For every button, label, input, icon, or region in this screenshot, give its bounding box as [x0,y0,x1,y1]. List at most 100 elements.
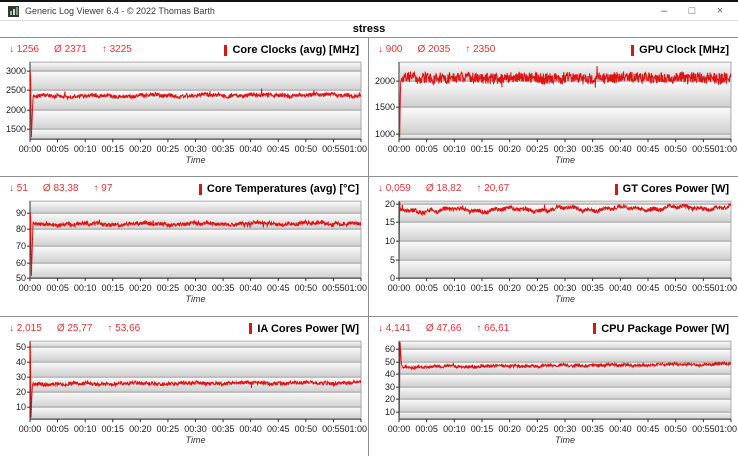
chart-panel-header: ↓ 2,015 Ø 25,77 ↑ 53,66 IA Cores Power [… [0,317,368,338]
chart-panel-cpu-package-power-w: ↓ 4,141 Ø 47,66 ↑ 66,61 CPU Package Powe… [369,316,738,456]
legend-mark-icon [249,323,253,335]
legend-mark-icon [224,44,228,56]
svg-text:00:30: 00:30 [184,144,207,154]
svg-text:2000: 2000 [375,76,395,86]
stat-avg: Ø 2371 [54,44,87,55]
svg-text:00:50: 00:50 [664,283,687,293]
chart-panel-header: ↓ 4,141 Ø 47,66 ↑ 66,61 CPU Package Powe… [369,317,738,338]
svg-text:00:45: 00:45 [637,144,660,154]
svg-text:00:35: 00:35 [581,283,604,293]
svg-text:00:10: 00:10 [443,283,466,293]
svg-text:00:35: 00:35 [212,144,235,154]
svg-text:Time: Time [555,155,575,165]
chart-panel-ia-cores-power-w: ↓ 2,015 Ø 25,77 ↑ 53,66 IA Cores Power [… [0,316,369,456]
svg-text:01:00: 01:00 [344,283,367,293]
svg-text:60: 60 [16,258,26,268]
minimize-button[interactable]: – [660,4,668,17]
svg-text:50: 50 [16,342,26,352]
chart-panel-gt-cores-power-w: ↓ 0,059 Ø 18,82 ↑ 20,67 GT Cores Power [… [369,177,738,317]
chart-panel-header: ↓ 1256 Ø 2371 ↑ 3225 Core Clocks (avg) [… [0,38,368,59]
app-icon [8,5,19,17]
svg-text:00:40: 00:40 [239,424,262,434]
close-button[interactable]: × [716,4,724,17]
svg-text:00:00: 00:00 [388,283,411,293]
stat-min: ↓ 2,015 [9,322,42,334]
svg-text:2000: 2000 [6,105,26,115]
svg-text:1500: 1500 [375,102,395,112]
chart-plot[interactable]: 1500 2000 2500 3000 00:00 00:05 00:10 00:15 00:2… [0,59,368,176]
svg-text:00:15: 00:15 [101,283,124,293]
svg-text:01:00: 01:00 [714,424,737,434]
chart-plot[interactable]: 1000 1500 2000 00:00 00:05 00:10 00:15 00:20 00:… [369,59,738,176]
chart-title: CPU Package Power [W] [593,323,729,335]
svg-text:00:55: 00:55 [322,144,345,154]
svg-text:00:30: 00:30 [554,424,577,434]
svg-text:00:20: 00:20 [129,283,152,293]
svg-text:00:20: 00:20 [498,424,521,434]
chart-stats: ↓ 2,015 Ø 25,77 ↑ 53,66 [9,323,140,334]
chart-plot[interactable]: 10 20 30 40 50 60 00:00 00:05 00:10 00:15 00:20 00:… [369,338,738,456]
svg-text:00:10: 00:10 [74,144,97,154]
legend-mark-icon [614,183,618,195]
svg-text:40: 40 [16,357,26,367]
svg-text:00:45: 00:45 [637,424,660,434]
chart-panel-gpu-clock-mhz: ↓ 900 Ø 2035 ↑ 2350 GPU Clock [MHz] 1000… [369,38,738,178]
svg-text:00:55: 00:55 [692,283,715,293]
svg-text:00:40: 00:40 [609,144,632,154]
svg-text:00:10: 00:10 [74,283,97,293]
stat-min: ↓ 0,059 [378,183,411,195]
chart-plot[interactable]: 50 60 70 80 90 00:00 00:05 00:10 00:15 00:20 00:25… [0,198,368,315]
svg-text:00:25: 00:25 [157,283,180,293]
svg-text:00:25: 00:25 [157,424,180,434]
svg-text:00:25: 00:25 [526,283,549,293]
svg-text:00:50: 00:50 [664,144,687,154]
svg-text:80: 80 [16,224,26,234]
svg-text:10: 10 [16,402,26,412]
svg-text:00:50: 00:50 [295,144,318,154]
svg-text:00:05: 00:05 [415,424,438,434]
svg-text:Time: Time [555,435,575,445]
chart-title: GT Cores Power [W] [614,183,729,195]
svg-text:00:20: 00:20 [129,424,152,434]
svg-text:Time: Time [186,294,206,304]
chart-stats: ↓ 0,059 Ø 18,82 ↑ 20,67 [378,183,509,194]
svg-text:00:40: 00:40 [239,144,262,154]
svg-text:20: 20 [385,394,395,404]
svg-text:00:15: 00:15 [101,424,124,434]
svg-text:3000: 3000 [6,66,26,76]
svg-text:00:30: 00:30 [554,283,577,293]
svg-text:10: 10 [385,236,395,246]
svg-text:1500: 1500 [6,124,26,134]
svg-text:00:10: 00:10 [443,144,466,154]
chart-plot[interactable]: 0 5 10 15 20 00:00 00:05 00:10 00:15 00:20 00:25 00… [369,198,738,315]
svg-text:00:15: 00:15 [101,144,124,154]
svg-text:00:05: 00:05 [415,144,438,154]
svg-text:00:25: 00:25 [526,144,549,154]
svg-text:00:15: 00:15 [471,283,494,293]
chart-title-label: IA Cores Power [W] [257,322,359,335]
chart-plot[interactable]: 10 20 30 40 50 00:00 00:05 00:10 00:15 00:20 00:25… [0,338,368,456]
svg-text:70: 70 [16,241,26,251]
stat-max: ↑ 3225 [101,44,132,55]
maximize-button[interactable]: □ [688,4,696,17]
svg-text:00:40: 00:40 [609,283,632,293]
svg-text:00:35: 00:35 [212,283,235,293]
svg-text:00:20: 00:20 [498,144,521,154]
legend-mark-icon [593,323,597,335]
svg-text:00:05: 00:05 [46,144,69,154]
svg-text:20: 20 [16,387,26,397]
chart-stats: ↓ 900 Ø 2035 ↑ 2350 [378,44,495,55]
svg-text:01:00: 01:00 [344,144,367,154]
chart-panel-core-temperatures-avg-c: ↓ 51 Ø 83,38 ↑ 97 Core Temperatures (avg… [0,177,369,317]
window-controls: – □ × [650,3,734,20]
svg-text:00:20: 00:20 [129,144,152,154]
stat-max: ↑ 53,66 [107,322,141,334]
stat-avg: Ø 2035 [417,44,451,55]
screen-top-edge [0,0,738,2]
chart-panel-header: ↓ 51 Ø 83,38 ↑ 97 Core Temperatures (avg… [0,177,368,198]
svg-text:30: 30 [16,372,26,382]
svg-text:40: 40 [385,369,395,379]
svg-text:00:35: 00:35 [212,424,235,434]
page-header: stress [0,21,738,38]
svg-text:00:00: 00:00 [19,424,42,434]
